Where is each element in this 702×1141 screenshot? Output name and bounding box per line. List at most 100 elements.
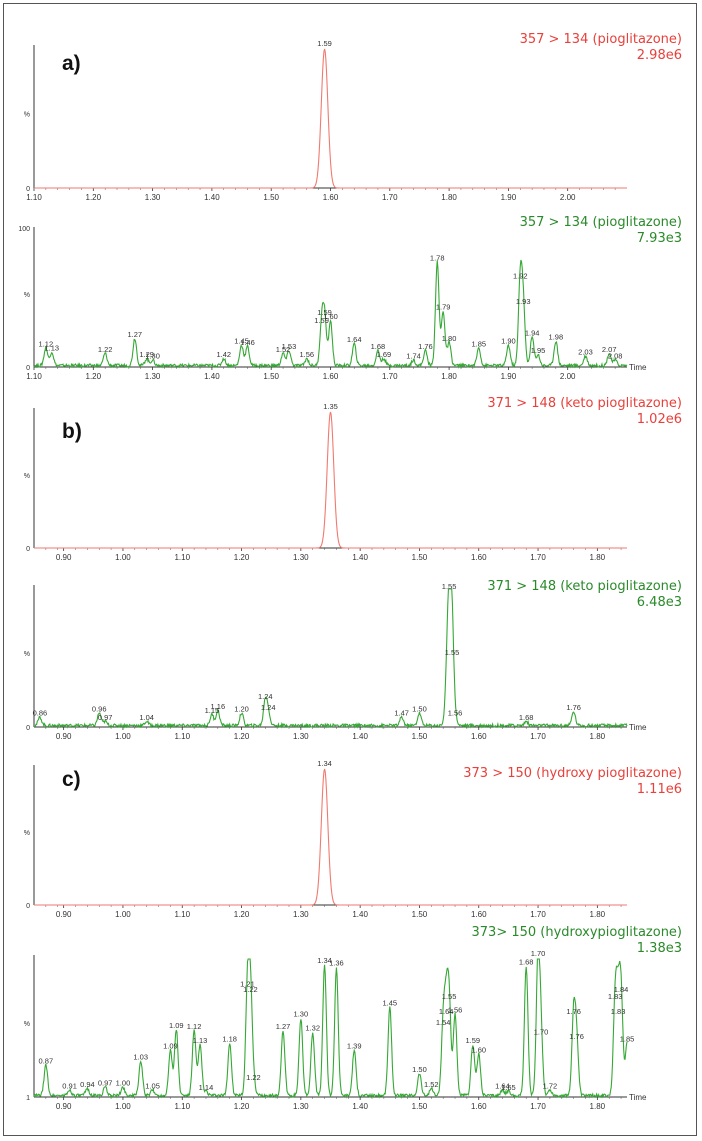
time-label: Time [629, 1093, 647, 1102]
peak-label: 1.13 [193, 1036, 208, 1045]
peak-label: 1.79 [436, 303, 451, 312]
y-tick-label: 0 [26, 725, 30, 732]
peak-label: 1.59 [317, 308, 332, 317]
channel-label-b-bottom: 371 > 148 (keto pioglitazone) 6.48e3 [487, 579, 682, 611]
channel-title: 371 > 148 (keto pioglitazone) [487, 579, 682, 594]
channel-title: 357 > 134 (pioglitazone) [519, 215, 682, 230]
x-tick-label: 1.10 [26, 372, 42, 381]
x-tick-label: 1.40 [352, 1102, 368, 1111]
peak-label: 1.05 [145, 1081, 160, 1090]
peak-label: 1.34 [317, 956, 332, 965]
peak-label: 1.55 [442, 582, 457, 591]
peak-label: 1.83 [611, 1007, 626, 1016]
peak-label: 1.52 [276, 345, 291, 354]
chromatogram-trace [33, 958, 628, 1100]
peak-label: 1.55 [442, 992, 457, 1001]
y-tick-label: 0 [26, 546, 30, 553]
chromatogram-trace [33, 259, 628, 369]
peak-label: 1.13 [44, 343, 59, 352]
peak-label: 1.52 [424, 1080, 439, 1089]
x-tick-label: 1.80 [441, 372, 457, 381]
channel-label-c-bottom: 373> 150 (hydroxypioglitazone) 1.38e3 [472, 925, 682, 957]
x-tick-label: 0.90 [56, 732, 72, 741]
channel-title: 373 > 150 (hydroxy pioglitazone) [463, 766, 682, 781]
x-tick-label: 1.30 [293, 732, 309, 741]
peak-label: 1.09 [163, 1041, 178, 1050]
x-tick-label: 1.60 [471, 553, 487, 562]
peak-label: 1.21 [240, 979, 255, 988]
channel-label-b-top: 371 > 148 (keto pioglitazone) 1.02e6 [487, 396, 682, 428]
x-tick-label: 1.40 [352, 910, 368, 919]
peak-label: 2.08 [608, 352, 623, 361]
peak-label: 1.12 [39, 339, 54, 348]
peak-label: 0.97 [98, 713, 113, 722]
x-tick-label: 1.10 [174, 910, 190, 919]
x-tick-label: 1.80 [590, 732, 606, 741]
peak-label: 1.46 [240, 338, 255, 347]
x-tick-label: 1.30 [293, 910, 309, 919]
x-tick-label: 1.00 [115, 1102, 131, 1111]
channel-intensity: 2.98e6 [636, 48, 682, 63]
x-tick-label: 1.60 [323, 372, 339, 381]
x-tick-label: 1.40 [204, 193, 220, 202]
peak-label: 1.93 [516, 297, 531, 306]
peak-label: 1.65 [501, 1083, 516, 1092]
x-tick-label: 1.80 [590, 553, 606, 562]
peak-label: 0.96 [92, 705, 107, 714]
peak-label: 1.04 [139, 713, 154, 722]
peak-label: 1.45 [234, 337, 249, 346]
peak-label: 1.92 [513, 271, 528, 280]
x-tick-label: 1.80 [590, 910, 606, 919]
channel-intensity: 6.48e3 [636, 595, 682, 610]
x-tick-label: 1.60 [471, 910, 487, 919]
y-tick-label: % [24, 830, 30, 837]
peak-label: 1.64 [439, 1007, 454, 1016]
x-tick-label: 1.70 [382, 193, 398, 202]
peak-label: 1.30 [145, 352, 160, 361]
peak-label: 1.74 [406, 352, 421, 361]
x-tick-label: 1.60 [471, 1102, 487, 1111]
peak-label: 1.24 [261, 703, 276, 712]
x-tick-label: 1.20 [234, 732, 250, 741]
chromatogram-trace [34, 768, 627, 906]
peak-label: 1.22 [246, 1073, 261, 1082]
peak-label: 1.50 [412, 705, 427, 714]
peak-label: 1.72 [543, 1081, 558, 1090]
x-tick-label: 1.20 [86, 193, 102, 202]
peak-label: 1.85 [620, 1035, 635, 1044]
x-tick-label: 1.60 [471, 732, 487, 741]
panel-label-b: b) [62, 420, 82, 443]
x-tick-label: 1.90 [501, 372, 517, 381]
peak-label: 1.98 [549, 333, 564, 342]
y-tick-label: % [24, 292, 30, 299]
x-tick-label: 1.60 [323, 193, 339, 202]
x-tick-label: 0.90 [56, 553, 72, 562]
peak-label: 1.60 [471, 1046, 486, 1055]
peak-label: 1.90 [501, 337, 516, 346]
peak-label: 1.22 [243, 985, 258, 994]
channel-title: 357 > 134 (pioglitazone) [519, 32, 682, 47]
peak-label: 1.53 [282, 342, 297, 351]
channel-label-a-bottom: 357 > 134 (pioglitazone) 7.93e3 [520, 215, 682, 247]
peak-label: 1.60 [323, 312, 338, 321]
peak-label: 1.15 [205, 706, 220, 715]
x-tick-label: 1.10 [26, 193, 42, 202]
peak-label: 1.32 [305, 1024, 320, 1033]
x-tick-label: 1.40 [352, 732, 368, 741]
time-label: Time [629, 723, 647, 732]
peak-label: 1.95 [531, 346, 546, 355]
peak-label: 1.35 [323, 402, 338, 411]
x-tick-label: 1.50 [412, 1102, 428, 1111]
peak-label: 1.20 [234, 705, 249, 714]
peak-label: 1.59 [317, 39, 332, 48]
peak-label: 1.36 [329, 959, 344, 968]
peak-label: 1.09 [169, 1021, 184, 1030]
peak-label: 1.27 [276, 1022, 291, 1031]
peak-label: 1.59 [466, 1036, 481, 1045]
x-tick-label: 1.70 [530, 553, 546, 562]
peak-label: 1.56 [448, 709, 463, 718]
peak-label: 1.03 [133, 1053, 148, 1062]
peak-label: 1.45 [382, 999, 397, 1008]
x-tick-label: 1.20 [234, 553, 250, 562]
peak-label: 0.86 [33, 709, 48, 718]
